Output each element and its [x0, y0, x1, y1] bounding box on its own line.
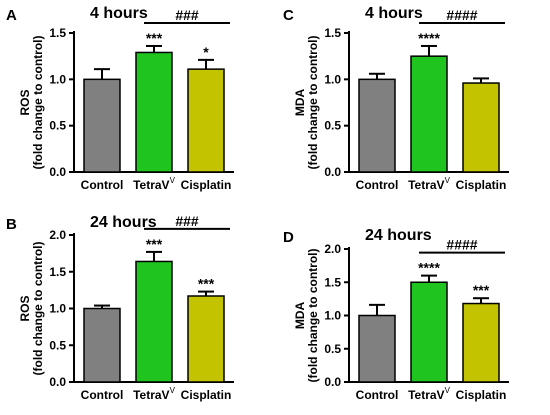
- bar-control: [83, 78, 121, 173]
- comparison-label: ####: [446, 237, 477, 253]
- y-axis-label: MDA: [293, 89, 307, 117]
- y-axis-label-sub: (fold change to control): [31, 242, 45, 376]
- y-tick-label: 2.0: [324, 242, 341, 256]
- panel-letter: A: [6, 7, 17, 24]
- y-axis-label-sub: (fold change to control): [306, 249, 320, 383]
- y-tick-label: 1.0: [324, 309, 341, 323]
- y-axis-label-sub: (fold change to control): [31, 36, 45, 170]
- y-tick-label: 0.0: [49, 375, 66, 389]
- bar-tetrav: [410, 281, 448, 383]
- x-tick-label: TetraVV: [408, 176, 450, 192]
- y-tick-label: 1.0: [324, 72, 341, 86]
- y-tick-label: 1.0: [49, 302, 66, 316]
- y-tick-label: 0.5: [49, 338, 66, 352]
- x-tick-label: Control: [81, 178, 124, 192]
- x-tick-label-superscript: V: [170, 176, 176, 185]
- comparison-label: ###: [175, 7, 199, 23]
- y-tick-label: 0.5: [49, 119, 66, 133]
- significance-label: ***: [198, 276, 215, 292]
- x-tick-label-superscript: V: [170, 386, 176, 395]
- bar-control: [358, 314, 396, 383]
- y-tick-label: 1.5: [49, 26, 66, 40]
- panel-title: 24 hours: [365, 227, 432, 244]
- bar-tetrav: [135, 260, 173, 383]
- y-tick-label: 1.5: [324, 275, 341, 289]
- bar-tetrav: [410, 55, 448, 173]
- panel-c: C 4 hours MDA (fold change to control) 0.0 0.…: [283, 5, 509, 192]
- bar-control: [358, 78, 396, 173]
- y-tick-label: 1.5: [49, 265, 66, 279]
- y-tick-label: 0.5: [324, 342, 341, 356]
- bar-control: [83, 307, 121, 383]
- x-tick-label: TetraVV: [133, 176, 175, 192]
- significance-label: ***: [146, 236, 163, 252]
- bar-tetrav: [135, 51, 173, 173]
- panel-b: B 24 hours ROS (fold change to control) 0.0 0…: [6, 213, 234, 402]
- y-tick-label: 0.0: [49, 165, 66, 179]
- x-tick-label: Control: [356, 388, 399, 402]
- significance-label: ****: [418, 260, 440, 276]
- x-tick-label: Cisplatin: [456, 178, 507, 192]
- x-tick-label-superscript: V: [445, 386, 451, 395]
- panel-a: A 4 hours ROS (fold change to control) 0.0 0.…: [6, 5, 234, 192]
- significance-label: ***: [146, 30, 163, 46]
- x-tick-label-superscript: V: [445, 176, 451, 185]
- x-tick-label: Cisplatin: [181, 178, 232, 192]
- bar-cisplatin: [187, 68, 225, 173]
- y-tick-label: 0.5: [324, 119, 341, 133]
- panel-letter: D: [283, 229, 294, 246]
- y-axis-label: MDA: [293, 302, 307, 330]
- bar-cisplatin: [462, 302, 500, 383]
- significance-label: ***: [473, 282, 490, 298]
- x-tick-label: Control: [81, 388, 124, 402]
- significance-label: ****: [418, 30, 440, 46]
- panel-title: 24 hours: [90, 214, 157, 231]
- significance-label: *: [203, 44, 209, 60]
- x-tick-label: TetraVV: [133, 386, 175, 402]
- comparison-label: ####: [446, 7, 477, 23]
- y-axis-label-sub: (fold change to control): [306, 36, 320, 170]
- y-axis-label: ROS: [18, 295, 32, 321]
- panel-d: D 24 hours MDA (fold change to control) 0.0 0…: [283, 227, 509, 402]
- x-tick-label: Cisplatin: [456, 388, 507, 402]
- panel-title: 4 hours: [90, 5, 148, 22]
- y-axis-label: ROS: [18, 89, 32, 115]
- bar-cisplatin: [462, 82, 500, 173]
- panel-letter: B: [6, 216, 17, 233]
- x-tick-label: Cisplatin: [181, 388, 232, 402]
- y-tick-label: 0.0: [324, 375, 341, 389]
- x-tick-label: TetraVV: [408, 386, 450, 402]
- panel-title: 4 hours: [365, 5, 423, 22]
- panel-letter: C: [283, 7, 294, 24]
- x-tick-label: Control: [356, 178, 399, 192]
- y-tick-label: 1.0: [49, 72, 66, 86]
- comparison-label: ###: [175, 213, 199, 229]
- bar-cisplatin: [187, 295, 225, 383]
- y-tick-label: 1.5: [324, 26, 341, 40]
- y-tick-label: 2.0: [49, 228, 66, 242]
- y-tick-label: 0.0: [324, 165, 341, 179]
